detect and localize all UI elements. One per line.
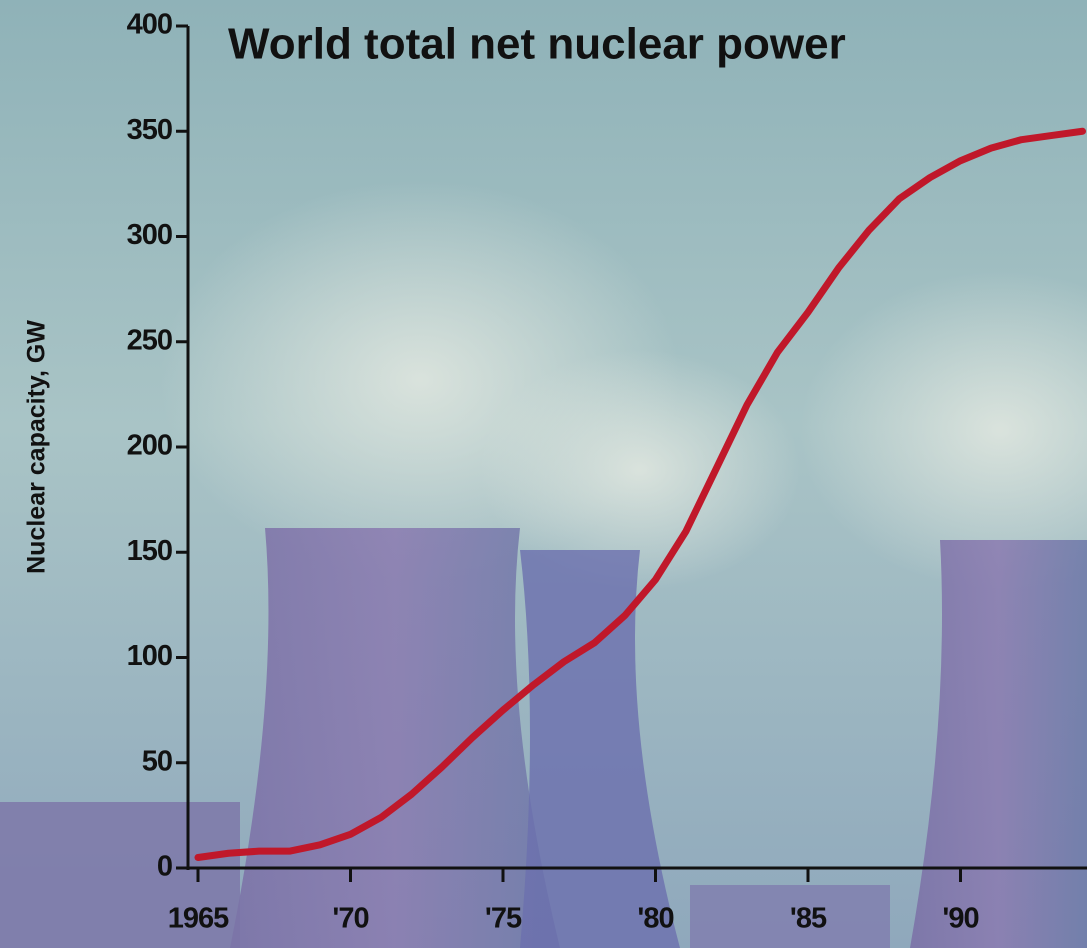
y-tick-label: 50 (142, 745, 172, 777)
x-tick-label: '90 (942, 903, 978, 935)
y-tick-label: 0 (157, 851, 172, 883)
y-axis-label: Nuclear capacity, GW (23, 320, 51, 574)
y-tick-label: 250 (127, 324, 172, 356)
x-tick-label: '70 (332, 903, 368, 935)
y-tick-label: 100 (127, 640, 172, 672)
x-tick-label: '75 (485, 903, 522, 935)
y-tick-label: 200 (127, 430, 172, 462)
y-tick-label: 150 (127, 535, 172, 567)
x-tick-label: 1965 (168, 903, 229, 935)
x-tick-label: '85 (790, 903, 827, 935)
y-tick-label: 400 (127, 9, 172, 41)
line-series (194, 127, 1086, 861)
y-tick-label: 350 (127, 114, 172, 146)
y-tick-label: 300 (127, 219, 172, 251)
x-tick-label: '80 (637, 903, 673, 935)
chart-title: World total net nuclear power (228, 20, 846, 69)
